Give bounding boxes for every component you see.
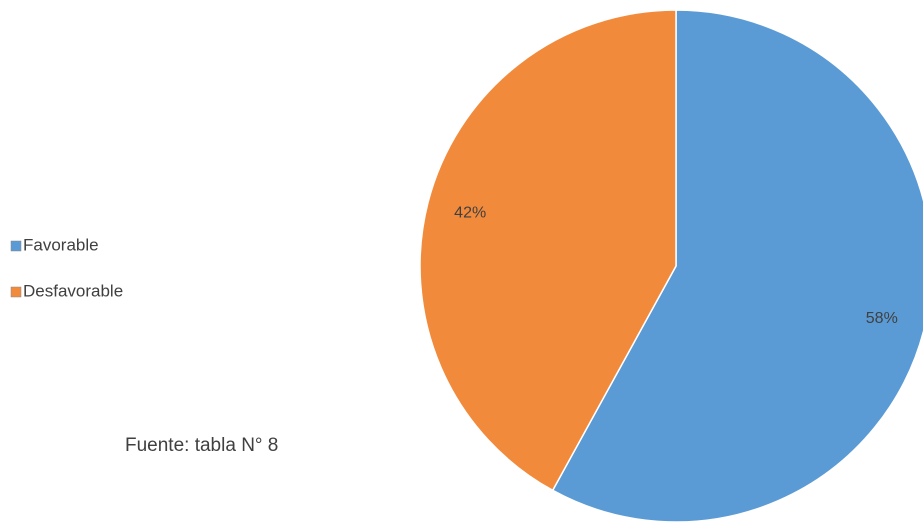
legend-swatch: [10, 240, 22, 252]
legend-swatch: [10, 286, 22, 298]
data-label: 42%: [454, 204, 486, 221]
pie-slice: [419, 9, 677, 492]
data-label: 58%: [866, 310, 898, 327]
legend-label: Favorable: [23, 235, 99, 254]
legend-label: Desfavorable: [23, 281, 123, 300]
pie-slice: [551, 9, 923, 523]
annotation: Fuente: tabla N° 8: [125, 435, 278, 456]
